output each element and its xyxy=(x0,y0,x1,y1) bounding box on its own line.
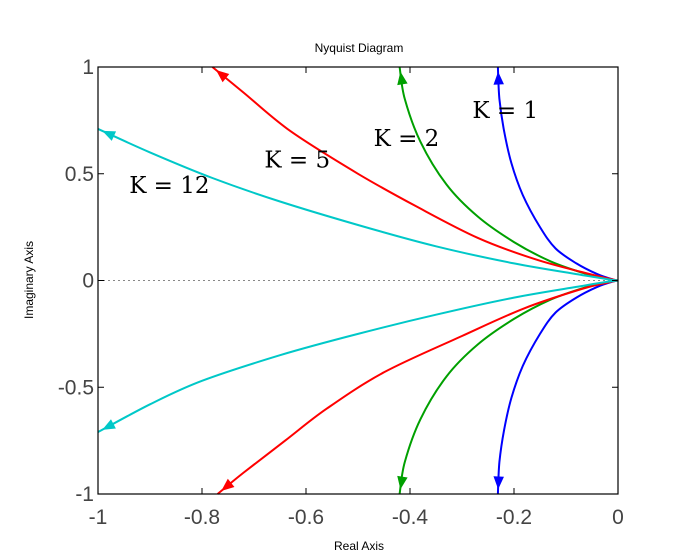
curve-label: K = 12 xyxy=(129,173,209,199)
series-line-lower xyxy=(496,279,619,495)
x-tick-label: -0.6 xyxy=(288,506,324,529)
y-tick-label: 0 xyxy=(82,270,94,293)
tick-layer: -1 -0.8 -0.6 -0.4 -0.2 0 1 0.5 0 -0.5 -1 xyxy=(58,56,624,529)
direction-arrow-lower xyxy=(102,419,116,430)
series-4 xyxy=(97,127,619,433)
direction-arrow-upper xyxy=(397,71,408,86)
plot-area xyxy=(97,66,619,495)
x-tick-label: -1 xyxy=(89,506,108,529)
series-3 xyxy=(211,66,619,495)
direction-arrow-lower xyxy=(397,475,408,490)
direction-arrow-lower xyxy=(221,478,235,492)
x-tick-label: -0.8 xyxy=(184,506,220,529)
x-axis-title: Real Axis xyxy=(334,539,384,553)
series-line-upper xyxy=(97,127,619,282)
y-tick-label: 1 xyxy=(82,56,94,79)
series-line-lower xyxy=(97,279,619,433)
x-tick-label: 0 xyxy=(612,506,624,529)
curve-label: K = 5 xyxy=(264,147,330,173)
series-line-upper xyxy=(211,66,619,282)
direction-arrow-lower xyxy=(493,476,504,490)
curve-label: K = 1 xyxy=(472,98,538,124)
y-axis-title: Imaginary Axis xyxy=(22,241,36,319)
direction-arrow-upper xyxy=(102,130,117,141)
series-layer xyxy=(97,66,619,495)
chart-title: Nyquist Diagram xyxy=(315,41,404,55)
series-line-lower xyxy=(216,279,619,495)
direction-arrow-upper xyxy=(493,71,504,85)
direction-arrow-upper xyxy=(215,69,230,83)
y-tick-label: -0.5 xyxy=(58,376,94,399)
curve-label-layer: K = 1 K = 2 K = 5 K = 12 xyxy=(129,98,538,199)
y-tick-label: 0.5 xyxy=(65,163,94,186)
x-tick-label: -0.2 xyxy=(496,506,532,529)
x-tick-label: -0.4 xyxy=(392,506,429,529)
curve-label: K = 2 xyxy=(374,126,440,152)
y-tick-label: -1 xyxy=(75,483,94,506)
